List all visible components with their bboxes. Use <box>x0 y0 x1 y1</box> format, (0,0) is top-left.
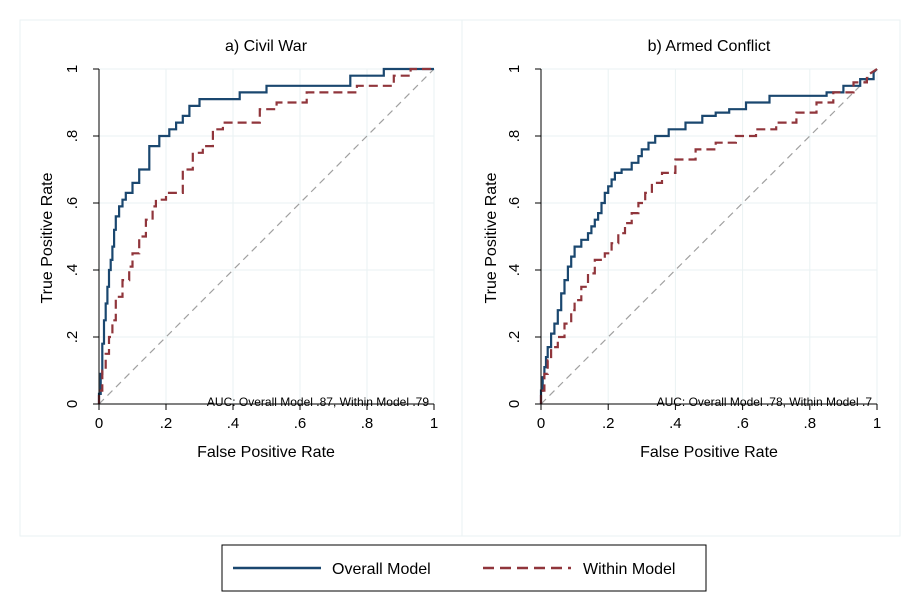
panel-frame-left <box>19 19 463 537</box>
x-axis-ticks: 0 .2 .4 .6 .8 1 <box>537 404 881 432</box>
y-tick-label: 0 <box>64 400 81 408</box>
x-tick-label: 1 <box>873 415 881 432</box>
overall-model-line <box>97 67 434 404</box>
y-axis-label: True Positive Rate <box>483 172 500 303</box>
x-axis-label: False Positive Rate <box>640 444 778 461</box>
x-tick-label: 1 <box>430 415 438 432</box>
legend-label-overall: Overall Model <box>332 561 431 578</box>
x-tick-label: .8 <box>804 415 817 432</box>
y-tick-label: 0 <box>506 400 523 408</box>
y-tick-label: 1 <box>64 65 81 73</box>
x-tick-label: .6 <box>736 415 749 432</box>
x-tick-label: .6 <box>294 415 307 432</box>
x-tick-label: 0 <box>537 415 545 432</box>
civil-war-chart: a) Civil War 0 .2 .4 .6 .8 1 0 .2 .4 .6 .8 1 False… <box>39 38 438 461</box>
chart-title: b) Armed Conflict <box>648 38 771 55</box>
y-axis-ticks: 0 .2 .4 .6 .8 1 <box>506 65 541 408</box>
x-tick-label: .4 <box>227 415 240 432</box>
y-axis-label: True Positive Rate <box>39 172 56 303</box>
y-tick-label: .2 <box>64 331 81 344</box>
y-tick-label: .8 <box>64 130 81 143</box>
x-tick-label: .4 <box>669 415 682 432</box>
y-tick-label: .4 <box>506 264 523 277</box>
armed-conflict-chart: b) Armed Conflict 0.2.4.6.81 0.2.4.6.8 1 … <box>483 38 881 461</box>
x-tick-label: .8 <box>361 415 374 432</box>
chart-title: a) Civil War <box>225 38 308 55</box>
y-tick-label: .6 <box>506 197 523 210</box>
x-tick-label: .2 <box>160 415 173 432</box>
overall-model-line <box>539 68 878 404</box>
x-axis-ticks: 0 .2 .4 .6 .8 1 <box>95 404 438 432</box>
reference-diagonal <box>98 68 435 405</box>
x-tick-label: 0 <box>95 415 103 432</box>
y-axis-ticks: 0 .2 .4 .6 .8 1 <box>64 65 99 408</box>
auc-annotation: AUC: Overall Model .87, Within Model .79 <box>207 395 429 409</box>
y-tick-label: .6 <box>64 197 81 210</box>
x-axis-label: False Positive Rate <box>197 444 335 461</box>
y-tick-label: .2 <box>506 331 523 344</box>
x-tick-label: .2 <box>602 415 615 432</box>
y-tick-label: .8 <box>506 130 523 143</box>
y-tick-label: 1 <box>506 65 523 73</box>
within-model-line <box>539 68 878 404</box>
auc-annotation: AUC: Overall Model .78, Within Model .7 <box>657 395 873 409</box>
within-model-line <box>97 67 434 404</box>
legend-label-within: Within Model <box>583 561 675 578</box>
y-tick-label: .4 <box>64 264 81 277</box>
legend: Overall Model Within Model <box>221 544 707 592</box>
panel-frame-right <box>461 19 901 537</box>
